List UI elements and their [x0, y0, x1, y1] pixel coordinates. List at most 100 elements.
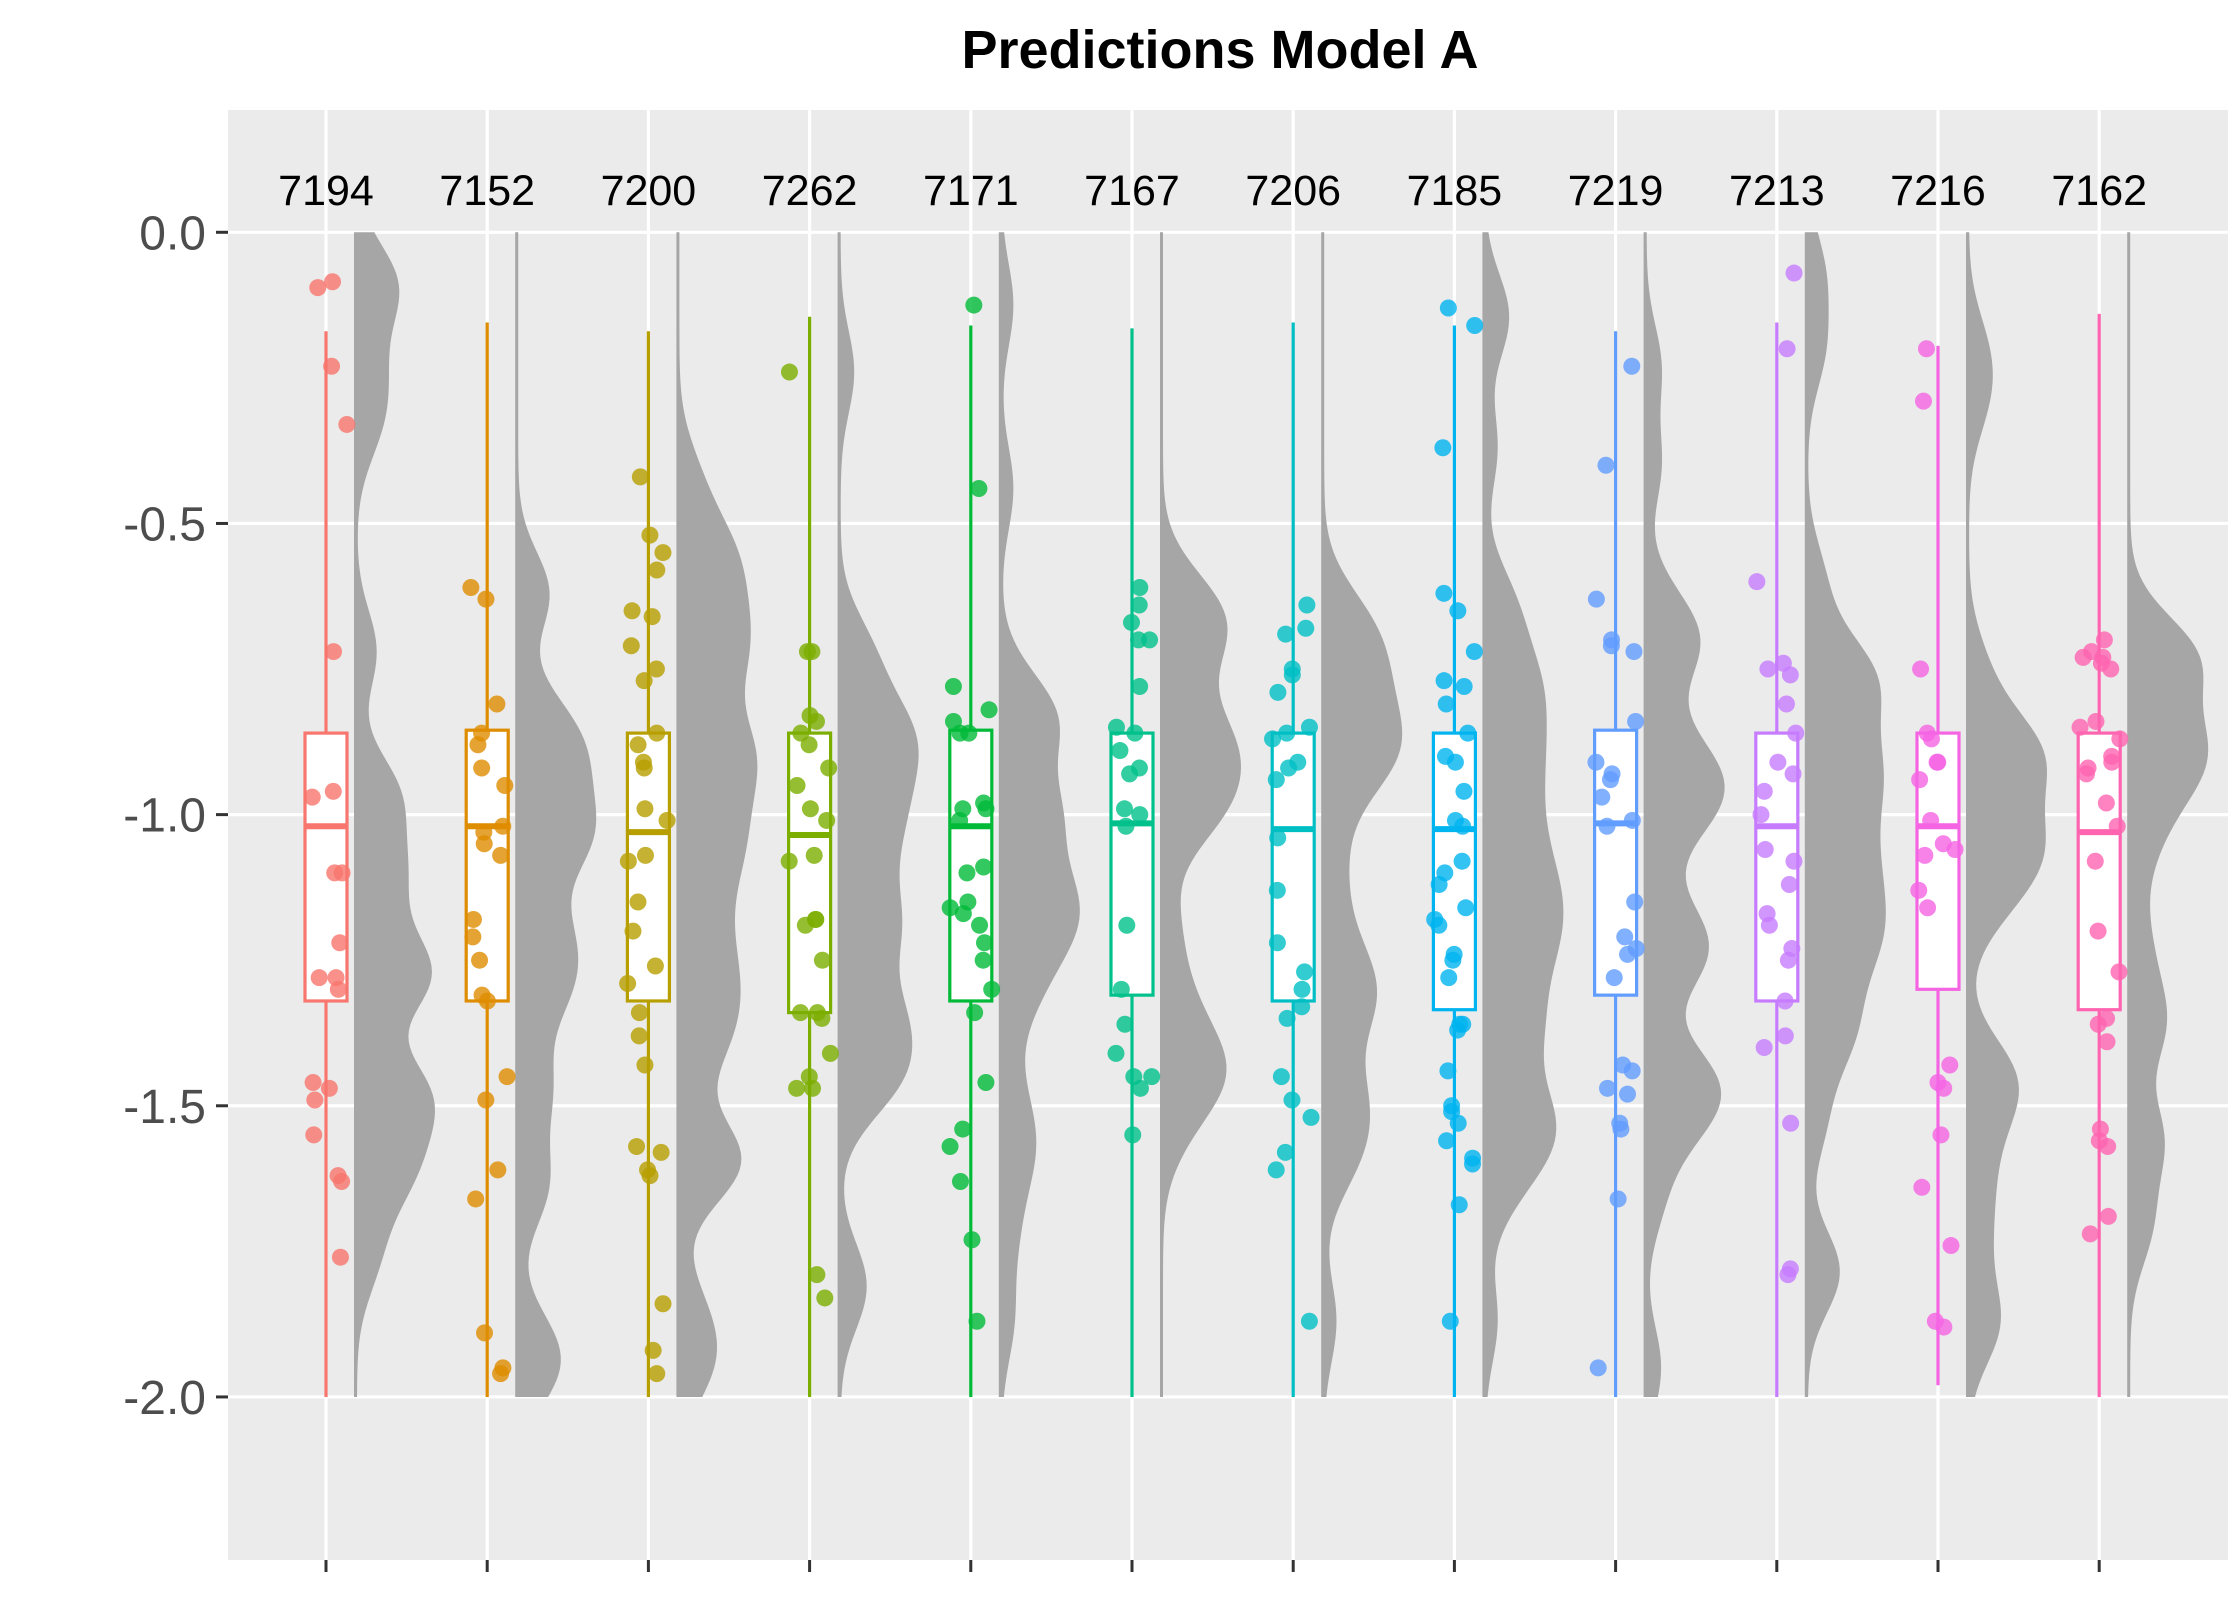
data-point [1143, 1068, 1161, 1086]
data-point [1760, 916, 1778, 934]
data-point [805, 846, 823, 864]
data-point [818, 811, 836, 829]
data-point [1276, 1143, 1294, 1161]
density-cloud [1160, 232, 1241, 1397]
data-point [941, 899, 959, 917]
data-point [473, 759, 491, 777]
y-axis: 0.0 -0.5 -1.0 -1.5 -2.0 [123, 207, 228, 1425]
data-point [983, 980, 1001, 998]
data-point [1434, 439, 1452, 457]
data-point [1269, 829, 1287, 847]
data-point [941, 1138, 959, 1156]
group-label: 7162 [2051, 167, 2147, 215]
data-point [801, 800, 819, 818]
data-point [1623, 811, 1641, 829]
data-point [958, 864, 976, 882]
data-point [813, 1009, 831, 1027]
data-point [303, 788, 321, 806]
data-point [1587, 590, 1605, 608]
data-point [331, 934, 349, 952]
group-label: 7262 [762, 167, 858, 215]
data-point [325, 643, 343, 661]
data-point [320, 1079, 338, 1097]
data-point [324, 273, 342, 291]
data-point [1776, 992, 1794, 1010]
data-point [1450, 1196, 1468, 1214]
data-point [1293, 980, 1311, 998]
data-point [648, 724, 666, 742]
data-point [477, 1091, 495, 1109]
data-point [2089, 1015, 2107, 1033]
data-point [2077, 765, 2095, 783]
density-cloud [1482, 232, 1564, 1397]
data-point [1932, 1126, 1950, 1144]
density-cloud [2127, 232, 2209, 1397]
data-point [951, 811, 969, 829]
data-point [1612, 1120, 1630, 1138]
data-point [464, 928, 482, 946]
data-point [970, 480, 988, 498]
data-point [635, 672, 653, 690]
data-point [798, 643, 816, 661]
density-cloud [837, 232, 919, 1397]
data-point [1625, 643, 1643, 661]
data-point [1605, 969, 1623, 987]
data-point [654, 1295, 672, 1313]
data-point [644, 1341, 662, 1359]
data-point [1269, 683, 1287, 701]
x-axis [324, 1560, 2101, 1572]
data-point [1297, 619, 1315, 637]
data-point [1444, 951, 1462, 969]
data-point [1941, 1056, 1959, 1074]
data-point [1439, 1062, 1457, 1080]
data-point [808, 1266, 826, 1284]
data-point [1131, 579, 1149, 597]
data-point [1623, 1062, 1641, 1080]
data-point [1910, 881, 1928, 899]
data-point [475, 835, 493, 853]
data-point [1107, 718, 1125, 736]
data-point [1278, 1009, 1296, 1027]
data-point [2098, 1033, 2116, 1051]
data-point [1112, 980, 1130, 998]
data-point [1439, 299, 1457, 317]
data-point [1623, 357, 1641, 375]
data-point [954, 1120, 972, 1138]
data-point [951, 1172, 969, 1190]
data-point [1776, 1027, 1794, 1045]
data-point [624, 922, 642, 940]
data-point [622, 637, 640, 655]
density-cloud [1321, 232, 1403, 1397]
data-point [966, 1004, 984, 1022]
data-point [1597, 456, 1615, 474]
data-point [780, 852, 798, 870]
data-point [629, 736, 647, 754]
data-point [820, 759, 838, 777]
data-point [1785, 852, 1803, 870]
data-point [813, 951, 831, 969]
data-point [464, 910, 482, 928]
data-point [1435, 672, 1453, 690]
data-point [1457, 899, 1475, 917]
data-point [467, 1190, 485, 1208]
data-point [1922, 811, 1940, 829]
data-point [791, 1004, 809, 1022]
data-point [1264, 730, 1282, 748]
data-point [2099, 1207, 2117, 1225]
data-point [1131, 1079, 1149, 1097]
group-labels: 7194 7152 7200 7262 7171 7167 7206 7185 7219 7213… [278, 167, 2147, 215]
data-point [1929, 753, 1947, 771]
data-point [1430, 875, 1448, 893]
group-label: 7216 [1890, 167, 1986, 215]
data-point [944, 678, 962, 696]
data-point [1917, 340, 1935, 358]
data-point [2071, 718, 2089, 736]
data-point [796, 916, 814, 934]
group-label: 7185 [1407, 167, 1503, 215]
data-point [1117, 817, 1135, 835]
data-point [636, 846, 654, 864]
data-point [630, 1027, 648, 1045]
data-point [1430, 916, 1448, 934]
data-point [2110, 963, 2128, 981]
